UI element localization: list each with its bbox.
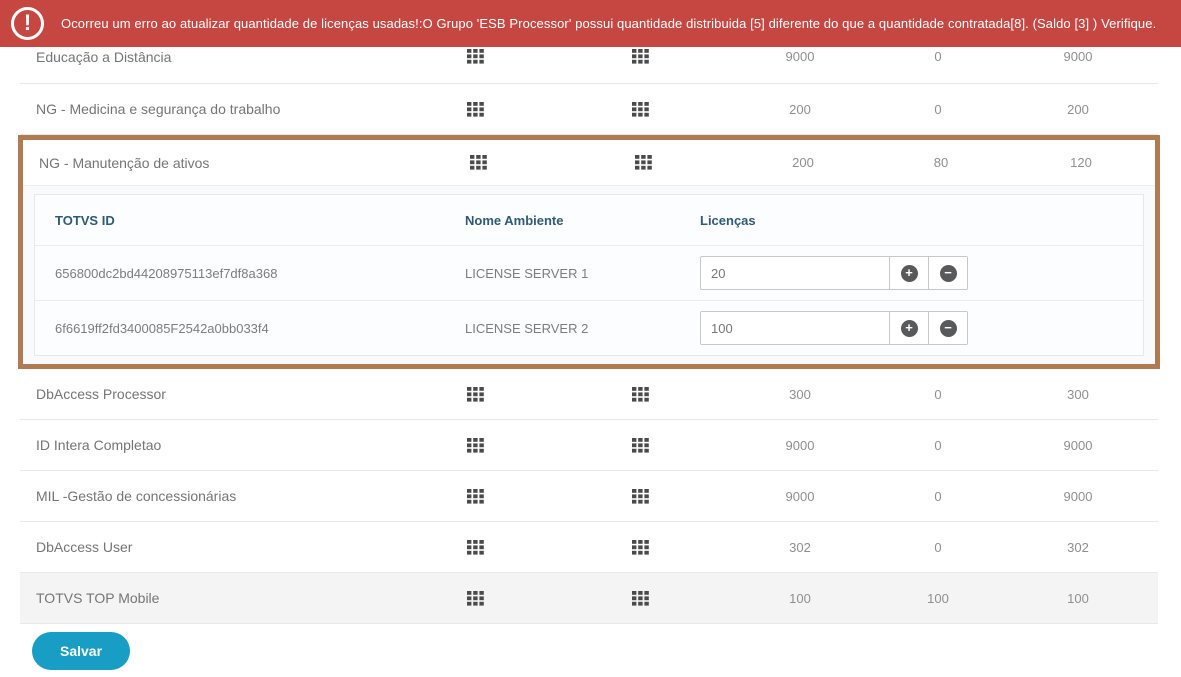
minus-circle-icon: − (939, 319, 957, 337)
qty-contracted: 300 (789, 386, 811, 402)
grid-dots-icon[interactable] (631, 488, 649, 504)
qty-balance: 9000 (1063, 488, 1093, 504)
qty-balance: 100 (1067, 590, 1089, 606)
group-name: Educação a Distância (36, 48, 172, 65)
environment-name: LICENSE SERVER 1 (465, 265, 589, 281)
group-name: DbAccess User (36, 539, 133, 555)
grid-dots-icon[interactable] (631, 49, 649, 64)
grid-dots-icon[interactable] (469, 155, 487, 170)
plus-circle-icon: + (900, 319, 918, 337)
column-header-totvs-id: TOTVS ID (55, 212, 115, 228)
license-group-row[interactable]: NG - Manutenção de ativos 200 80 120 (23, 140, 1155, 186)
save-button[interactable]: Salvar (32, 632, 131, 670)
qty-distributed: 80 (933, 155, 949, 170)
qty-balance: 9000 (1063, 49, 1093, 64)
qty-balance: 302 (1067, 539, 1089, 555)
qty-contracted: 9000 (785, 49, 815, 64)
qty-balance: 120 (1070, 155, 1092, 170)
increment-button[interactable]: + (889, 257, 928, 289)
grid-dots-icon[interactable] (466, 386, 484, 402)
grid-dots-icon[interactable] (466, 49, 484, 64)
grid-dots-icon[interactable] (466, 101, 484, 117)
detail-header-row: TOTVS ID Nome Ambiente Licenças (35, 195, 1143, 245)
grid-dots-icon[interactable] (631, 539, 649, 555)
decrement-button[interactable]: − (928, 312, 967, 344)
column-header-environment: Nome Ambiente (465, 212, 564, 228)
license-group-row[interactable]: DbAccess User 302 0 302 (20, 522, 1158, 573)
qty-balance: 300 (1067, 386, 1089, 402)
plus-circle-icon: + (900, 264, 918, 282)
qty-distributed: 100 (927, 590, 949, 606)
decrement-button[interactable]: − (928, 257, 967, 289)
qty-distributed: 0 (934, 101, 942, 117)
qty-contracted: 200 (792, 155, 814, 170)
qty-distributed: 0 (934, 437, 942, 453)
license-group-row[interactable]: NG - Medicina e segurança do trabalho 20… (20, 84, 1158, 135)
environment-row: 656800dc2bd44208975113ef7df8a368 LICENSE… (35, 245, 1143, 300)
column-header-licenses: Licenças (700, 212, 756, 228)
totvs-id-value: 6f6619ff2fd3400085F2542a0bb033f4 (55, 320, 269, 336)
licenses-input[interactable] (701, 257, 889, 289)
expanded-group-container: NG - Manutenção de ativos 200 80 120 TOT… (18, 135, 1160, 369)
grid-dots-icon[interactable] (631, 101, 649, 117)
increment-button[interactable]: + (889, 312, 928, 344)
license-group-row[interactable]: DbAccess Processor 300 0 300 (20, 369, 1158, 420)
totvs-id-value: 656800dc2bd44208975113ef7df8a368 (55, 265, 278, 281)
qty-contracted: 9000 (785, 437, 815, 453)
group-name: NG - Medicina e segurança do trabalho (36, 101, 281, 117)
licenses-stepper: + − (700, 256, 968, 290)
grid-dots-icon[interactable] (466, 488, 484, 504)
qty-distributed: 0 (934, 386, 942, 402)
grid-dots-icon[interactable] (631, 437, 649, 453)
license-group-row[interactable]: TOTVS TOP Mobile 100 100 100 (20, 573, 1158, 624)
qty-contracted: 100 (789, 590, 811, 606)
group-name: DbAccess Processor (36, 386, 166, 402)
minus-circle-icon: − (939, 264, 957, 282)
grid-dots-icon[interactable] (634, 155, 652, 170)
qty-balance: 200 (1067, 101, 1089, 117)
group-name: TOTVS TOP Mobile (36, 590, 160, 606)
qty-contracted: 9000 (785, 488, 815, 504)
error-message: Ocorreu um erro ao atualizar quantidade … (61, 16, 1157, 31)
licenses-input[interactable] (701, 312, 889, 344)
qty-balance: 9000 (1063, 437, 1093, 453)
license-group-row[interactable]: MIL -Gestão de concessionárias 9000 0 90… (20, 471, 1158, 522)
qty-distributed: 0 (934, 488, 942, 504)
qty-contracted: 200 (789, 101, 811, 117)
licenses-stepper: + − (700, 311, 968, 345)
environment-licenses-table: TOTVS ID Nome Ambiente Licenças 656800dc… (34, 194, 1144, 356)
environment-name: LICENSE SERVER 2 (465, 320, 589, 336)
license-groups-table: Educação a Distância 9000 0 9000 NG - Me… (18, 0, 1160, 670)
group-name: MIL -Gestão de concessionárias (36, 488, 237, 504)
qty-contracted: 302 (789, 539, 811, 555)
group-name: ID Intera Completao (36, 437, 162, 453)
grid-dots-icon[interactable] (466, 437, 484, 453)
alert-circle-icon: ! (11, 7, 44, 40)
grid-dots-icon[interactable] (631, 590, 649, 606)
qty-distributed: 0 (934, 49, 942, 64)
group-name: NG - Manutenção de ativos (39, 154, 210, 171)
qty-distributed: 0 (934, 539, 942, 555)
grid-dots-icon[interactable] (466, 539, 484, 555)
grid-dots-icon[interactable] (631, 386, 649, 402)
group-detail-area: TOTVS ID Nome Ambiente Licenças 656800dc… (23, 186, 1155, 364)
error-banner: ! Ocorreu um erro ao atualizar quantidad… (0, 0, 1181, 47)
license-group-row[interactable]: ID Intera Completao 9000 0 9000 (20, 420, 1158, 471)
environment-row: 6f6619ff2fd3400085F2542a0bb033f4 LICENSE… (35, 300, 1143, 355)
grid-dots-icon[interactable] (466, 590, 484, 606)
